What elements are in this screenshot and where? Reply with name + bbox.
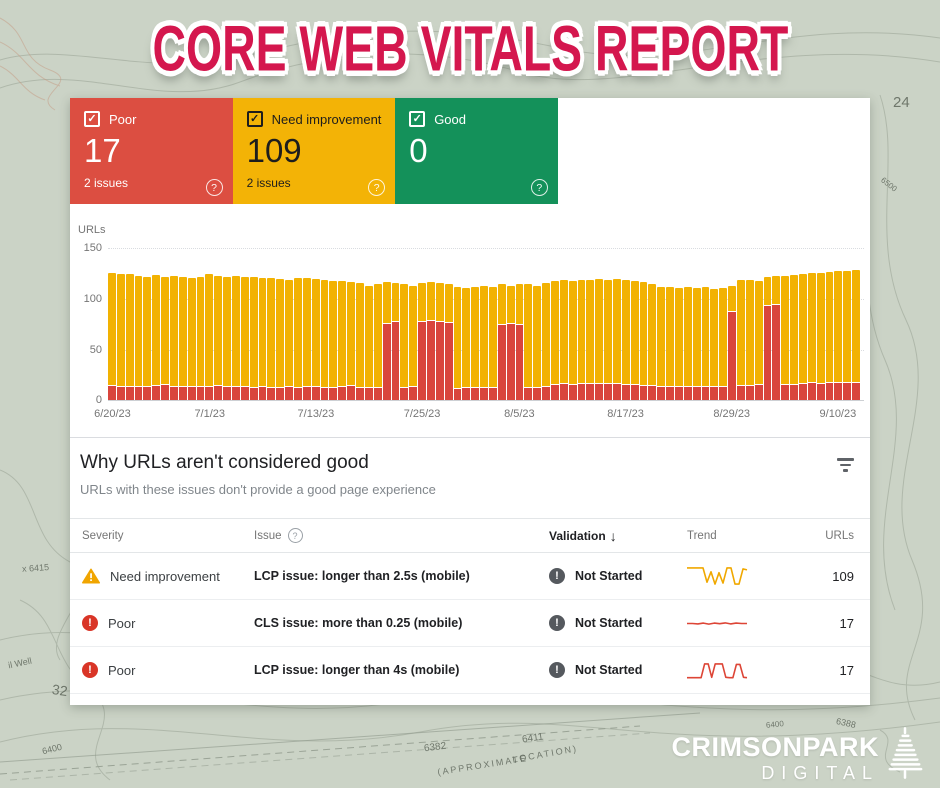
card-label: Good	[434, 111, 466, 127]
brand-name: CRIMSONPARK	[671, 732, 879, 762]
why-section: Why URLs aren't considered good URLs wit…	[70, 443, 870, 705]
help-icon[interactable]: ?	[205, 179, 223, 196]
help-icon[interactable]: ?	[287, 528, 303, 543]
validation-status-icon: !	[549, 615, 565, 631]
y-tick: 150	[83, 242, 102, 254]
column-urls[interactable]: URLs	[825, 529, 854, 542]
severity-label: Need improvement	[110, 568, 220, 584]
map-label: 32	[50, 680, 69, 700]
card-need-improvement[interactable]: ✓ Need improvement 109 2 issues ?	[232, 98, 396, 204]
x-axis-line	[108, 400, 864, 401]
card-issues-count: 2 issues	[246, 176, 291, 190]
x-axis-labels: 6/20/23 7/1/23 7/13/23 7/25/23 8/5/23 8/17/23…	[94, 408, 857, 420]
table-row[interactable]: ! Poor CLS issue: more than 0.25 (mobile…	[70, 600, 870, 647]
column-issue[interactable]: Issue ?	[254, 528, 549, 543]
page-title: CORE WEB VITALS REPORT	[152, 13, 788, 85]
severity-label: Poor	[108, 662, 136, 678]
urls-count: 17	[839, 615, 854, 631]
filter-icon[interactable]	[837, 458, 854, 472]
y-tick: 50	[89, 344, 102, 356]
card-label: Poor	[109, 111, 137, 127]
sort-arrow-icon: ↓	[609, 527, 617, 544]
brand-logo: CRIMSONPARK DIGITAL	[672, 724, 925, 782]
card-value: 0	[409, 132, 428, 169]
issue-text: LCP issue: longer than 4s (mobile)	[254, 663, 460, 677]
checkbox-checked-icon[interactable]: ✓	[84, 111, 100, 127]
validation-status-icon: !	[549, 568, 565, 584]
error-circle-icon: !	[82, 615, 98, 631]
validation-text: Not Started	[575, 663, 643, 677]
urls-count: 109	[832, 568, 854, 584]
chart-bars[interactable]	[108, 248, 861, 400]
y-tick: 0	[95, 394, 102, 406]
trend-sparkline	[687, 622, 747, 625]
card-issues-count: 2 issues	[84, 176, 129, 190]
severity-label: Poor	[108, 615, 136, 631]
issue-text: LCP issue: longer than 2.5s (mobile)	[254, 569, 470, 583]
warning-triangle-icon	[82, 568, 100, 584]
urls-count: 17	[839, 662, 854, 678]
column-trend[interactable]: Trend	[687, 529, 717, 542]
card-label: Need improvement	[271, 111, 382, 127]
gridline	[108, 248, 864, 249]
validation-text: Not Started	[575, 569, 643, 583]
column-severity[interactable]: Severity	[82, 529, 124, 542]
y-tick: 100	[83, 293, 102, 305]
table-header: Severity Issue ? Validation ↓ Trend URLs	[70, 518, 870, 553]
section-heading: Why URLs aren't considered good	[80, 452, 369, 473]
table-row[interactable]: Need improvement LCP issue: longer than …	[70, 553, 870, 600]
pine-tree-icon	[888, 727, 923, 779]
trend-sparkline	[687, 567, 748, 585]
y-axis-title: URLs	[78, 224, 106, 236]
help-icon[interactable]: ?	[530, 179, 548, 196]
help-icon[interactable]: ?	[368, 179, 386, 196]
column-validation[interactable]: Validation ↓	[549, 527, 617, 544]
validation-text: Not Started	[575, 616, 643, 630]
status-cards: ✓ Poor 17 2 issues ? ✓ Need improvement …	[70, 98, 558, 204]
section-divider	[70, 437, 870, 438]
error-circle-icon: !	[82, 662, 98, 678]
map-label: x 6415	[21, 562, 50, 574]
card-value: 109	[246, 132, 302, 169]
validation-status-icon: !	[549, 662, 565, 678]
card-good[interactable]: ✓ Good 0 ?	[395, 98, 558, 204]
card-poor[interactable]: ✓ Poor 17 2 issues ?	[70, 98, 233, 204]
table-row[interactable]: ! Poor LCP issue: longer than 4s (mobile…	[70, 647, 870, 694]
issue-text: CLS issue: more than 0.25 (mobile)	[254, 616, 463, 630]
card-value: 17	[84, 132, 121, 169]
map-label: 24	[893, 94, 910, 111]
checkbox-checked-icon[interactable]: ✓	[246, 111, 263, 127]
brand-subname: DIGITAL	[761, 763, 879, 783]
checkbox-checked-icon[interactable]: ✓	[409, 111, 426, 127]
trend-sparkline	[687, 663, 748, 679]
search-console-screenshot: ✓ Poor 17 2 issues ? ✓ Need improvement …	[70, 98, 870, 705]
section-subheading: URLs with these issues don't provide a g…	[80, 482, 436, 497]
